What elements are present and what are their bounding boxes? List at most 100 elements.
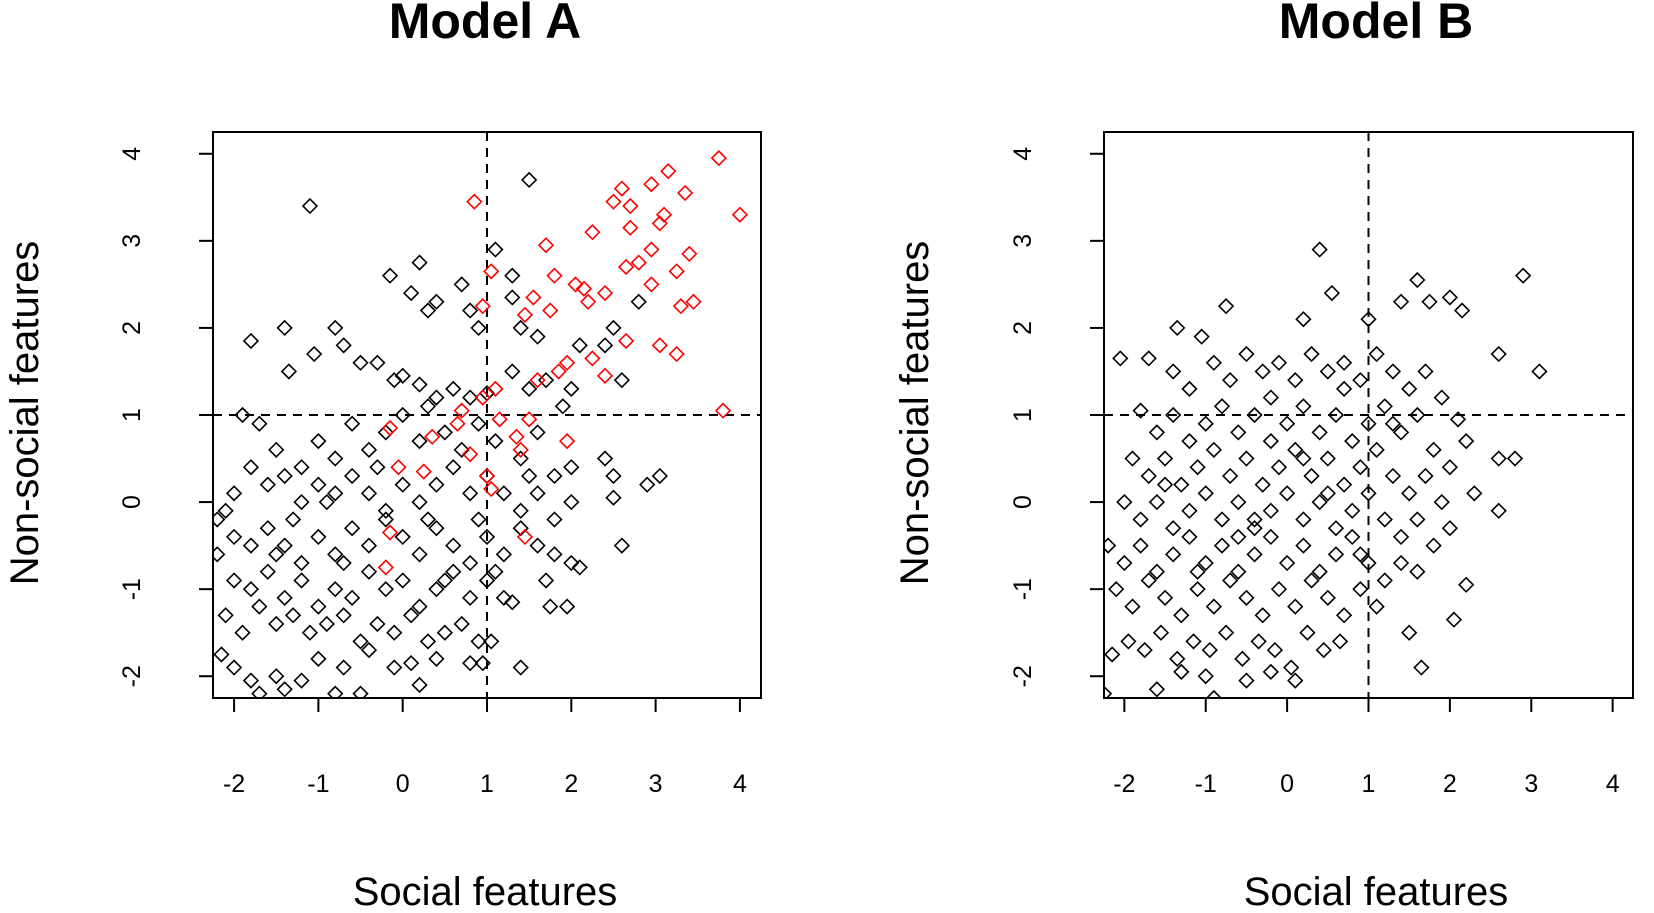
data-point: [575, 280, 593, 297]
data-point: [1132, 402, 1149, 419]
data-point: [596, 284, 614, 302]
data-point: [360, 441, 378, 458]
data-point: [1136, 641, 1153, 659]
data-point: [1120, 633, 1137, 650]
data-point: [234, 624, 251, 641]
x-tick-label: -1: [1195, 770, 1217, 798]
data-point: [1181, 502, 1198, 519]
data-point: [1254, 476, 1271, 493]
data-point: [470, 633, 487, 650]
data-point: [1230, 493, 1247, 511]
y-tick-label: -1: [1009, 578, 1037, 600]
panel-model-a: Model A Social features Non-social featu…: [3, 0, 762, 913]
data-point: [213, 546, 226, 563]
data-point: [411, 546, 428, 563]
x-tick-label: 1: [480, 770, 494, 798]
data-point: [242, 459, 260, 476]
data-point: [668, 345, 685, 363]
data-point: [1376, 511, 1393, 528]
data-point: [563, 459, 580, 476]
data-point: [225, 528, 243, 546]
axis-ticks: -2 -1 0 1 2 3 4 -2 -1 0 1 2 3 4: [1009, 147, 1620, 798]
data-point: [284, 607, 302, 624]
reference-lines: [1104, 132, 1633, 698]
data-point: [1278, 554, 1296, 572]
data-point: [529, 328, 546, 345]
y-tick-label: 1: [118, 408, 146, 422]
data-point: [1213, 398, 1231, 415]
data-point: [512, 319, 529, 337]
data-point: [335, 554, 352, 572]
data-point: [1173, 663, 1190, 681]
data-point: [1169, 319, 1186, 337]
data-point: [1230, 563, 1247, 580]
data-point: [596, 337, 614, 354]
data-point: [1205, 441, 1223, 458]
data-point: [571, 337, 588, 354]
data-point: [681, 245, 698, 263]
data-point: [504, 289, 521, 306]
x-axis-label: Social features: [353, 870, 618, 913]
data-point: [377, 502, 394, 519]
data-point: [660, 163, 677, 180]
data-point: [491, 411, 508, 428]
data-point: [327, 581, 344, 598]
data-point: [1303, 572, 1320, 589]
data-point: [445, 537, 462, 554]
data-point: [1490, 345, 1507, 363]
data-point: [1384, 467, 1402, 485]
data-point: [483, 480, 500, 498]
data-point: [1254, 607, 1271, 624]
data-point: [1140, 572, 1157, 589]
data-point: [672, 298, 690, 315]
data-point: [1458, 576, 1475, 593]
data-point: [1417, 467, 1434, 485]
data-point: [411, 376, 428, 393]
data-point: [1506, 450, 1524, 467]
y-tick-label: 3: [1009, 234, 1037, 248]
data-point: [251, 685, 268, 698]
x-tick-label: 4: [1606, 770, 1620, 798]
data-point: [1417, 363, 1434, 380]
x-tick-label: 2: [564, 770, 578, 798]
data-point: [1205, 689, 1223, 698]
data-point: [1409, 406, 1426, 424]
data-point: [419, 511, 437, 528]
data-point: [1295, 450, 1312, 467]
data-point: [504, 267, 521, 284]
data-point: [436, 572, 453, 589]
data-point: [474, 655, 491, 672]
x-tick-label: -2: [1113, 770, 1135, 798]
data-point: [360, 641, 378, 659]
data-point: [377, 424, 394, 441]
data-point: [394, 476, 411, 493]
data-point: [436, 624, 453, 641]
data-point: [1156, 476, 1174, 493]
data-point: [685, 293, 702, 310]
data-point: [521, 171, 538, 189]
data-point: [1352, 372, 1369, 389]
data-point: [1262, 389, 1279, 406]
data-point: [1433, 389, 1450, 406]
data-point: [1181, 380, 1198, 398]
data-point: [567, 276, 584, 293]
data-point: [310, 528, 327, 546]
data-point: [217, 502, 234, 519]
data-point: [1181, 432, 1198, 450]
data-point: [1295, 311, 1312, 328]
data-point: [268, 546, 285, 563]
data-point: [710, 149, 727, 167]
data-point: [1222, 467, 1239, 485]
data-point: [381, 524, 399, 541]
data-point: [1185, 633, 1202, 650]
data-point: [504, 594, 521, 611]
data-point: [343, 415, 361, 432]
data-point: [1311, 493, 1328, 511]
data-point: [1344, 502, 1361, 519]
data-point: [1360, 554, 1377, 572]
data-point: [1197, 485, 1214, 502]
data-point: [1392, 554, 1410, 572]
data-point: [242, 332, 260, 350]
data-point: [462, 302, 479, 319]
data-point: [1165, 546, 1182, 563]
